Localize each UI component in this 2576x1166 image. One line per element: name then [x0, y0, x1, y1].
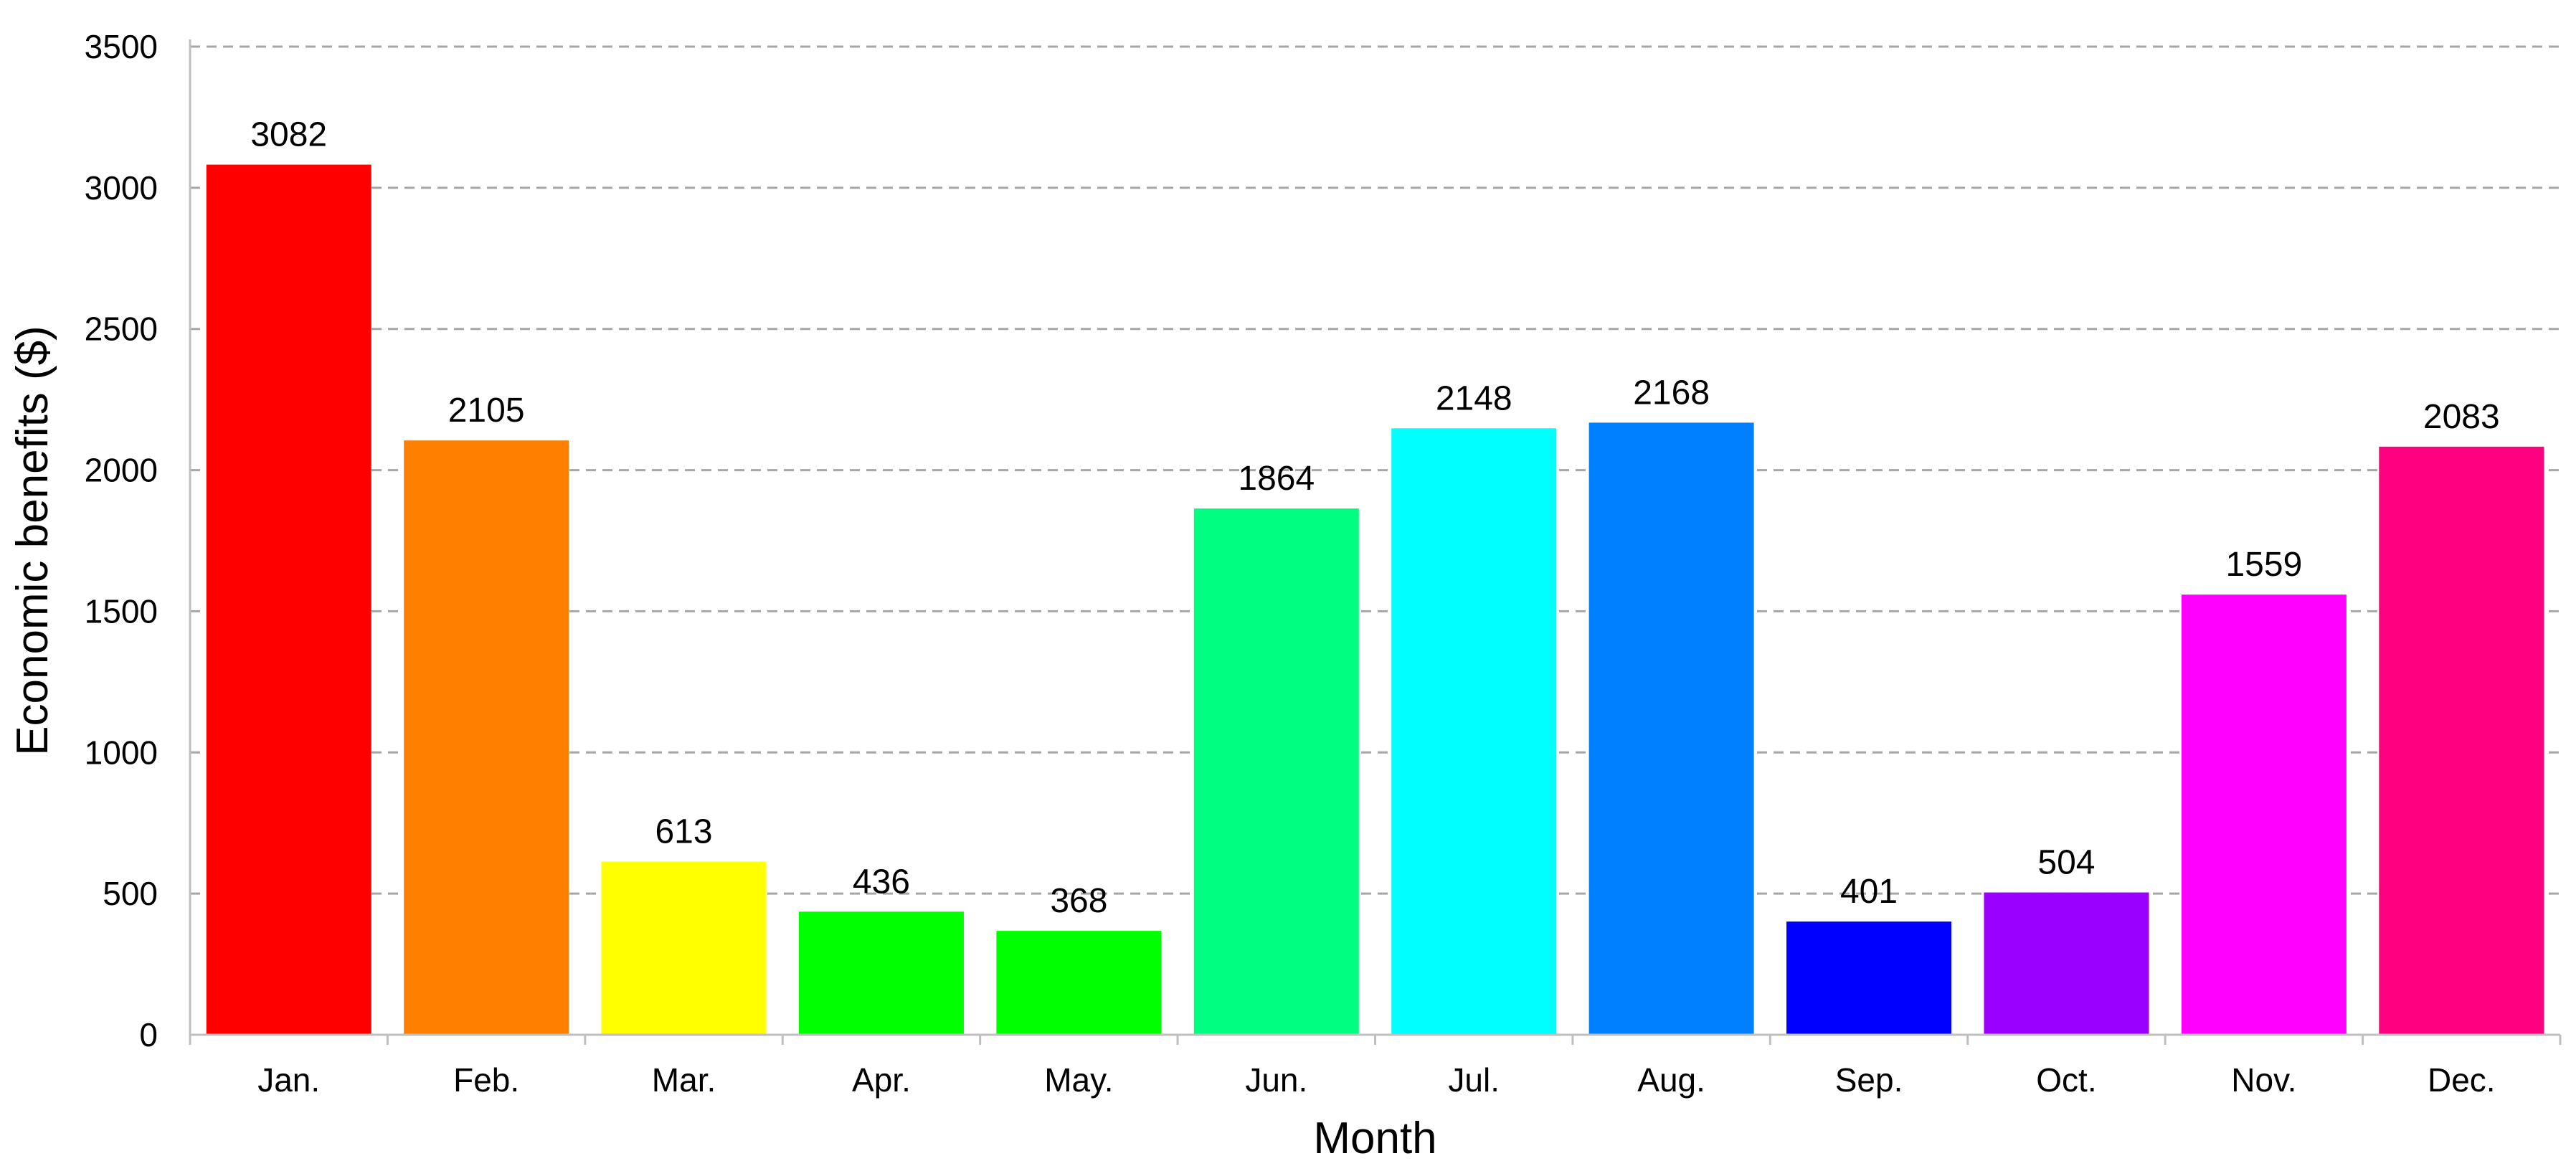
- bar: [798, 911, 964, 1035]
- bar: [404, 440, 569, 1035]
- x-tick-label: Jan.: [257, 1061, 320, 1099]
- y-tick-label: 2500: [85, 311, 158, 348]
- bar: [1984, 892, 2149, 1035]
- x-tick-label: Sep.: [1835, 1061, 1903, 1099]
- y-tick-label: 1500: [85, 592, 158, 630]
- bar: [996, 931, 1162, 1035]
- bar: [1391, 428, 1557, 1035]
- y-tick-label: 3000: [85, 169, 158, 207]
- labels: 0 500 1000 1500 2000 2500 3000 3500 3082 Jan. 2105…: [85, 28, 2500, 1099]
- data-label: 368: [1050, 882, 1107, 920]
- bars: [206, 164, 2544, 1035]
- x-tick-label: Mar.: [652, 1061, 716, 1099]
- data-label: 1559: [2225, 546, 2302, 584]
- x-tick-label: Jul.: [1448, 1061, 1500, 1099]
- data-label: 2168: [1633, 374, 1710, 412]
- bar: [2379, 446, 2544, 1035]
- x-tick-label: Apr.: [852, 1061, 911, 1099]
- bar: [1193, 508, 1359, 1035]
- bar: [1786, 921, 1952, 1035]
- y-tick-label: 2000: [85, 452, 158, 489]
- x-tick-label: Aug.: [1637, 1061, 1705, 1099]
- x-tick-label: May.: [1044, 1061, 1113, 1099]
- data-label: 3082: [250, 116, 327, 154]
- y-tick-label: 3500: [85, 28, 158, 65]
- data-label: 436: [853, 863, 910, 901]
- x-tick-label: Oct.: [2036, 1061, 2096, 1099]
- bar: [206, 164, 371, 1035]
- y-tick-label: 1000: [85, 734, 158, 771]
- data-label: 2148: [1436, 379, 1512, 417]
- bar: [1588, 422, 1754, 1035]
- data-label: 613: [655, 813, 712, 851]
- data-label: 401: [1840, 873, 1898, 911]
- x-axis-title: Month: [1313, 1114, 1436, 1163]
- x-tick-label: Feb.: [453, 1061, 519, 1099]
- x-tick-label: Jun.: [1245, 1061, 1307, 1099]
- x-tick-label: Dec.: [2428, 1061, 2496, 1099]
- data-label: 2083: [2423, 398, 2500, 436]
- y-tick-label: 500: [103, 875, 158, 912]
- bar: [601, 861, 767, 1035]
- data-label: 504: [2037, 844, 2095, 882]
- data-label: 1864: [1238, 460, 1315, 498]
- y-axis-title: Economic benefits ($): [8, 326, 57, 756]
- bar: [2181, 594, 2347, 1035]
- axes: [189, 39, 2562, 1045]
- data-label: 2105: [448, 392, 525, 430]
- x-tick-label: Nov.: [2231, 1061, 2296, 1099]
- y-tick-label: 0: [139, 1016, 158, 1053]
